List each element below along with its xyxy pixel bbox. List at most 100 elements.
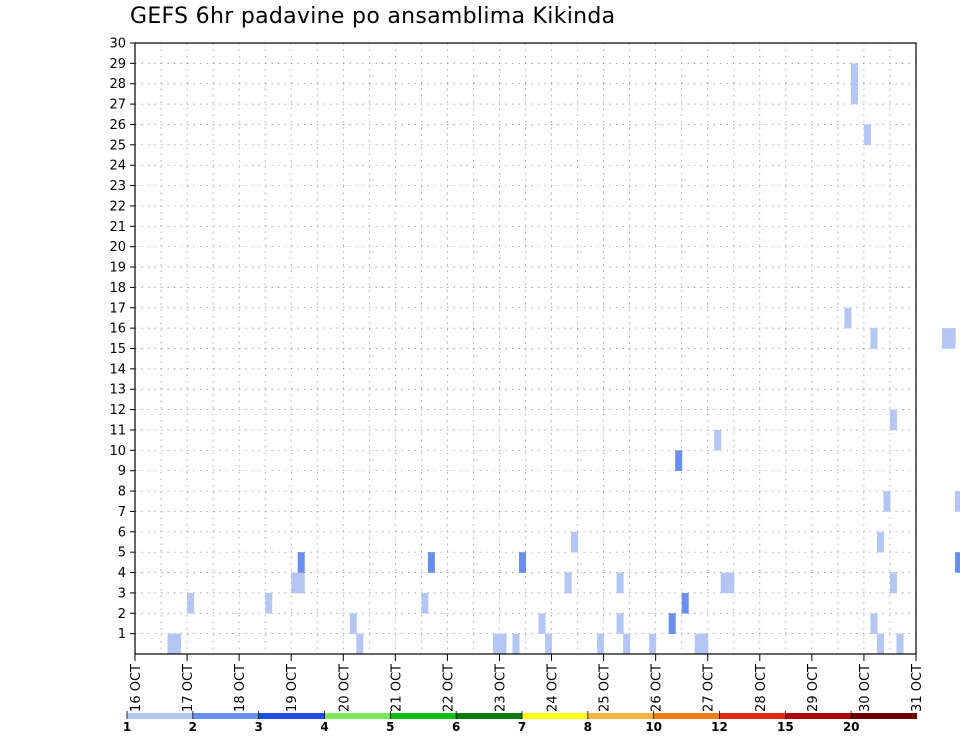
y-tick-label: 27: [109, 98, 126, 113]
x-tick-label: 22 OCT: [441, 664, 456, 712]
x-tick-label: 25 OCT: [598, 664, 613, 712]
precip-cell: [571, 531, 579, 553]
precip-cell: [850, 63, 858, 85]
x-tick-label: 18 OCT: [233, 664, 248, 712]
y-tick-label: 21: [109, 220, 126, 235]
legend-label: 2: [189, 720, 197, 734]
x-tick-label: 23 OCT: [493, 664, 508, 712]
precip-cell: [512, 633, 520, 655]
precip-cell: [955, 552, 960, 573]
x-tick-label: 24 OCT: [546, 664, 561, 712]
precip-cell: [883, 491, 891, 512]
y-tick-label: 29: [109, 57, 126, 72]
legend-swatch: [127, 713, 193, 719]
y-tick-label: 19: [109, 261, 126, 276]
precip-cell: [889, 409, 897, 431]
precip-cell: [187, 592, 195, 614]
precip-cell: [876, 633, 884, 655]
legend-swatch: [785, 713, 852, 719]
legend-label: 15: [777, 720, 794, 734]
y-tick-label: 16: [109, 322, 126, 337]
precip-cell: [681, 592, 689, 614]
legend-label: 8: [584, 720, 592, 734]
y-tick-label: 22: [109, 199, 126, 214]
page-title: GEFS 6hr padavine po ansamblima Kikinda: [130, 4, 616, 29]
precip-cell: [265, 592, 273, 614]
x-tick-label: 20 OCT: [337, 664, 352, 712]
legend-swatch: [653, 713, 720, 719]
precip-cell: [714, 429, 722, 451]
gridlines: [134, 42, 916, 654]
x-axis-ticks: 16 OCT 17 OCT 18 OCT 19 OCT 20 OCT 21 OCT 22 O…: [129, 654, 925, 712]
legend-swatch: [390, 713, 457, 719]
precip-cell: [349, 613, 357, 634]
precip-cell: [850, 83, 858, 105]
precip-cells: [167, 63, 960, 655]
legend-swatch: [324, 713, 391, 719]
y-tick-label: 25: [109, 138, 126, 153]
precip-cell: [668, 613, 676, 634]
precip-cell: [499, 633, 507, 655]
precip-cell: [297, 572, 305, 594]
precip-cell: [518, 552, 526, 573]
y-tick-label: 12: [109, 403, 126, 418]
precip-cell: [948, 328, 956, 349]
precip-cell: [174, 633, 182, 655]
y-axis-ticks: 1234567891011121314151617181920212223242…: [109, 37, 135, 642]
y-tick-label: 13: [109, 383, 126, 398]
legend-label: 20: [843, 720, 860, 734]
legend-label: 5: [386, 720, 394, 734]
precip-cell: [876, 531, 884, 553]
precip-cell: [870, 613, 878, 634]
x-tick-label: 28 OCT: [754, 664, 769, 712]
y-tick-label: 8: [118, 485, 126, 500]
precip-cell: [844, 307, 852, 329]
precip-cell: [675, 450, 683, 471]
legend-label: 12: [711, 720, 728, 734]
legend-label: 10: [645, 720, 662, 734]
y-tick-label: 9: [118, 464, 126, 479]
y-tick-label: 4: [118, 566, 126, 581]
precip-cell: [492, 633, 500, 655]
y-tick-label: 2: [118, 607, 126, 622]
y-tick-label: 18: [109, 281, 126, 296]
legend-label: 3: [254, 720, 262, 734]
precip-cell: [616, 572, 624, 594]
legend-label: 7: [518, 720, 526, 734]
precip-cell: [356, 633, 364, 655]
color-legend: 1 2 3 4 5 6 7 8 10 12 15 20: [123, 711, 917, 734]
legend-swatch: [851, 713, 917, 719]
precip-cell: [564, 572, 572, 594]
y-tick-label: 28: [109, 77, 126, 92]
precip-cell: [545, 633, 553, 655]
y-tick-label: 30: [109, 37, 126, 52]
x-tick-label: 30 OCT: [858, 664, 873, 712]
precip-cell: [701, 633, 709, 655]
legend-swatch: [192, 713, 259, 719]
precip-cell: [597, 633, 605, 655]
precip-cell: [538, 613, 546, 634]
x-tick-label: 16 OCT: [129, 664, 144, 712]
precip-cell: [720, 572, 728, 594]
x-tick-label: 19 OCT: [285, 664, 300, 712]
legend-swatch: [522, 713, 588, 719]
y-tick-label: 24: [109, 159, 126, 174]
precip-cell: [167, 633, 175, 655]
precip-cell: [870, 328, 878, 349]
y-tick-label: 6: [118, 525, 126, 540]
precip-cell: [421, 592, 429, 614]
y-tick-label: 23: [109, 179, 126, 194]
precip-cell: [863, 124, 871, 146]
y-tick-label: 5: [118, 546, 126, 561]
y-tick-label: 11: [109, 423, 126, 438]
legend-swatch: [587, 713, 654, 719]
precip-cell: [297, 552, 305, 573]
y-tick-label: 15: [109, 342, 126, 357]
y-tick-label: 20: [109, 240, 126, 255]
x-tick-label: 26 OCT: [650, 664, 665, 712]
precip-cell: [291, 572, 299, 594]
legend-label: 6: [452, 720, 460, 734]
precip-cell: [942, 328, 950, 349]
precip-cell: [889, 572, 897, 594]
precip-cell: [955, 491, 960, 512]
